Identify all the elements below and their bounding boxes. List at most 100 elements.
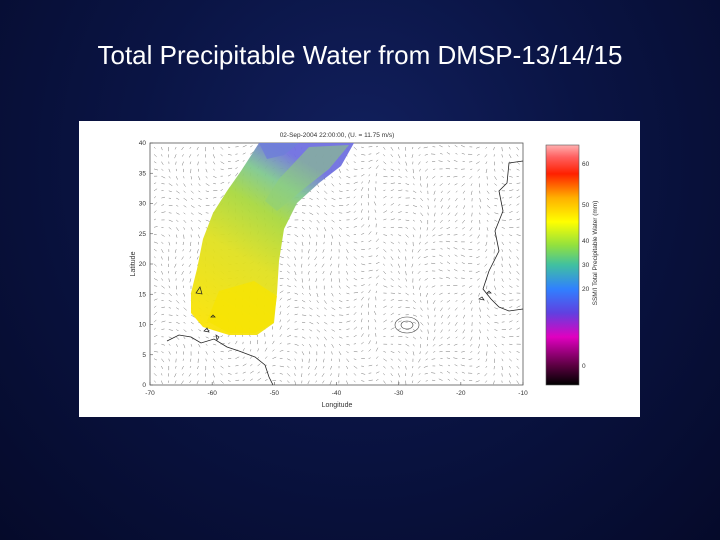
wind-vector [368,153,372,155]
wind-vector [250,378,253,381]
wind-vector [279,334,282,337]
wind-vector [454,378,458,381]
wind-vector [455,371,458,374]
wind-vector [361,373,366,375]
wind-vector [411,373,414,377]
wind-vector [324,314,327,317]
wind-vector [220,358,223,360]
wind-vector [301,219,305,222]
wind-vector [176,212,180,215]
wind-vector [419,285,421,290]
wind-vector [324,197,327,201]
wind-vector [279,325,282,330]
wind-vector [153,241,158,244]
wind-vector [516,365,520,369]
wind-vector [447,343,451,346]
wind-vector [462,248,465,250]
wind-vector [360,203,363,206]
wind-vector [419,168,421,172]
storm-circulation [394,316,420,334]
wind-vector [183,183,186,187]
y-tick-label: 10 [139,322,147,329]
wind-vector [161,211,166,213]
wind-vector [397,270,400,275]
wind-vector [501,358,504,362]
wind-vector [183,190,186,193]
wind-vector [494,212,499,215]
wind-vector [516,299,520,301]
y-tick-label: 0 [142,382,146,389]
wind-vector [509,234,513,237]
wind-vector [447,190,451,194]
wind-vector [353,256,358,260]
wind-vector [330,249,332,252]
wind-vector [509,196,513,199]
wind-vector [390,358,394,361]
wind-vector [446,247,451,250]
wind-vector [309,314,312,317]
wind-vector [309,212,314,215]
wind-vector [153,146,156,149]
wind-vector [478,344,480,349]
wind-vector [346,270,349,275]
wind-vector [494,190,497,192]
wind-vector [174,146,177,150]
wind-vector [405,300,409,302]
wind-vector [361,224,365,228]
wind-vector [446,370,451,374]
wind-vector [373,201,377,206]
wind-vector [433,241,436,243]
wind-vector [308,365,310,370]
wind-vector [153,327,156,330]
wind-vector [249,349,252,352]
wind-vector [198,197,202,200]
wind-vector [161,175,166,179]
wind-vector [368,349,372,352]
wind-vector [455,152,458,155]
wind-vector [470,336,473,341]
wind-vector [423,146,428,149]
wind-vector [478,176,480,179]
wind-vector [198,212,203,215]
wind-vector [412,249,414,253]
wind-vector [153,358,158,361]
wind-vector [307,256,310,260]
wind-vector [183,307,187,311]
wind-vector [368,239,372,243]
wind-vector [478,292,480,297]
wind-vector [294,343,299,346]
wind-vector [242,379,245,381]
wind-vector [161,256,163,260]
wind-vector [398,320,402,323]
wind-vector [418,154,421,157]
wind-vector [197,249,199,254]
wind-vector [323,300,327,304]
wind-vector [181,154,184,157]
wind-vector [279,319,281,323]
wind-vector [398,241,400,244]
wind-vector [447,322,451,325]
wind-vector [361,270,365,272]
wind-vector [501,373,503,377]
wind-vector [190,314,195,318]
wind-vector [153,319,157,323]
wind-vector [462,343,465,346]
wind-vector [368,224,370,228]
wind-vector [190,176,192,180]
wind-vector [176,197,180,200]
wind-vector [390,203,395,206]
wind-vector [516,305,521,308]
wind-vector [287,313,289,316]
wind-vector [390,335,394,338]
wind-vector [183,176,185,179]
wind-vector [509,351,512,353]
wind-vector [486,190,490,194]
wind-vector [516,285,519,287]
wind-vector [174,256,177,260]
wind-vector [175,234,178,238]
wind-vector [427,314,429,319]
wind-vector [161,161,164,165]
wind-vector [453,175,458,178]
wind-vector [398,168,401,171]
wind-vector [462,300,465,303]
